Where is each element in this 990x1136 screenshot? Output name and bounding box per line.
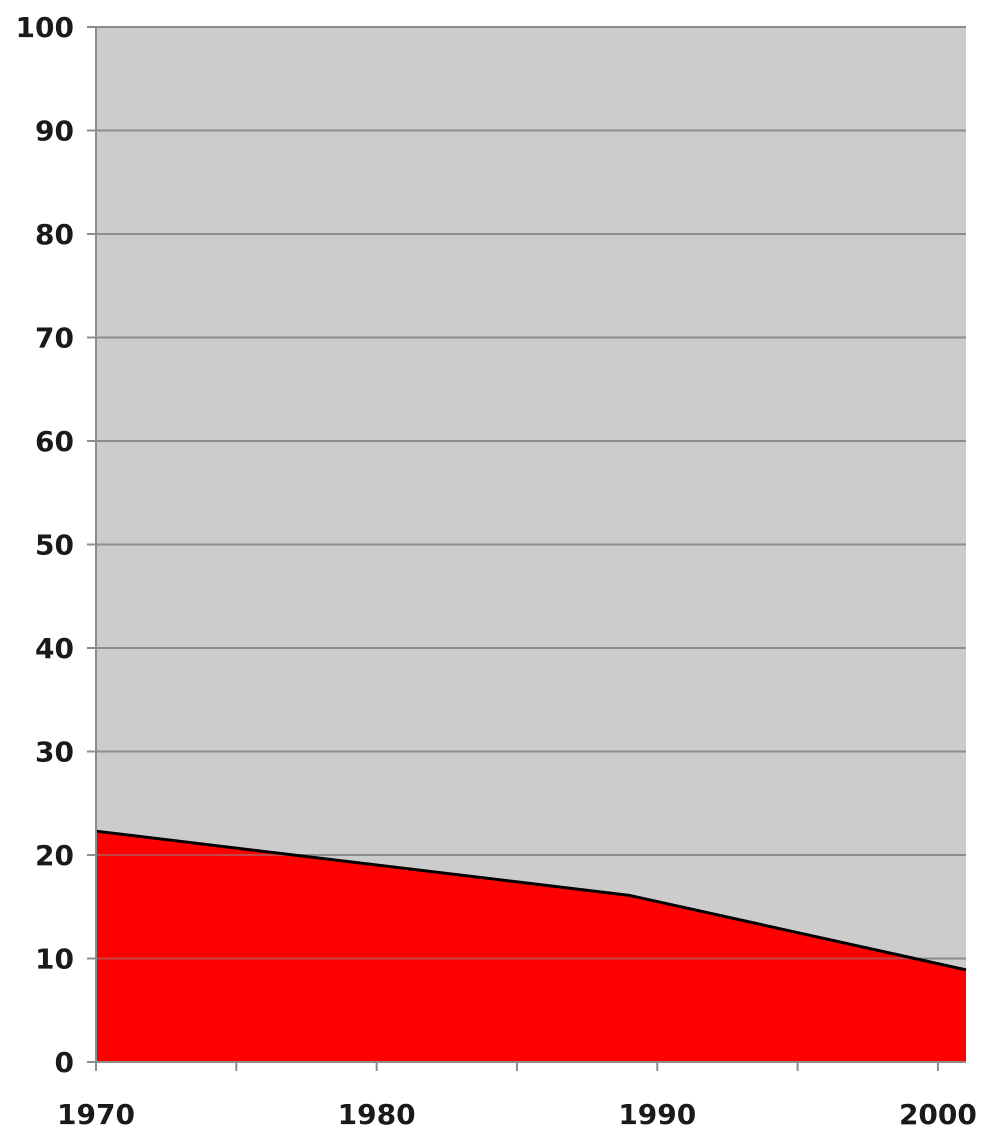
- x-tick-labels: 1970 1980 1990 2000: [57, 1098, 977, 1131]
- y-tick-label-60: 60: [35, 425, 74, 458]
- axes: [87, 26, 966, 1071]
- x-tick-label-1980: 1980: [338, 1098, 416, 1131]
- y-tick-label-100: 100: [16, 11, 74, 44]
- y-tick-label-10: 10: [35, 943, 74, 976]
- y-tick-label-40: 40: [35, 632, 74, 665]
- y-tick-label-80: 80: [35, 218, 74, 251]
- y-tick-label-30: 30: [35, 736, 74, 769]
- x-tick-label-2000: 2000: [899, 1098, 977, 1131]
- y-tick-label-90: 90: [35, 115, 74, 148]
- y-tick-label-20: 20: [35, 839, 74, 872]
- y-tick-label-0: 0: [55, 1046, 74, 1079]
- x-tick-label-1970: 1970: [57, 1098, 135, 1131]
- area-series-0: [96, 831, 966, 1062]
- series-layer: [95, 26, 967, 1062]
- y-tick-labels: 0 10 20 30 40 50 60 70 80 90 100: [16, 11, 74, 1079]
- x-tick-label-1990: 1990: [618, 1098, 696, 1131]
- y-tick-label-50: 50: [35, 529, 74, 562]
- y-tick-label-70: 70: [35, 322, 74, 355]
